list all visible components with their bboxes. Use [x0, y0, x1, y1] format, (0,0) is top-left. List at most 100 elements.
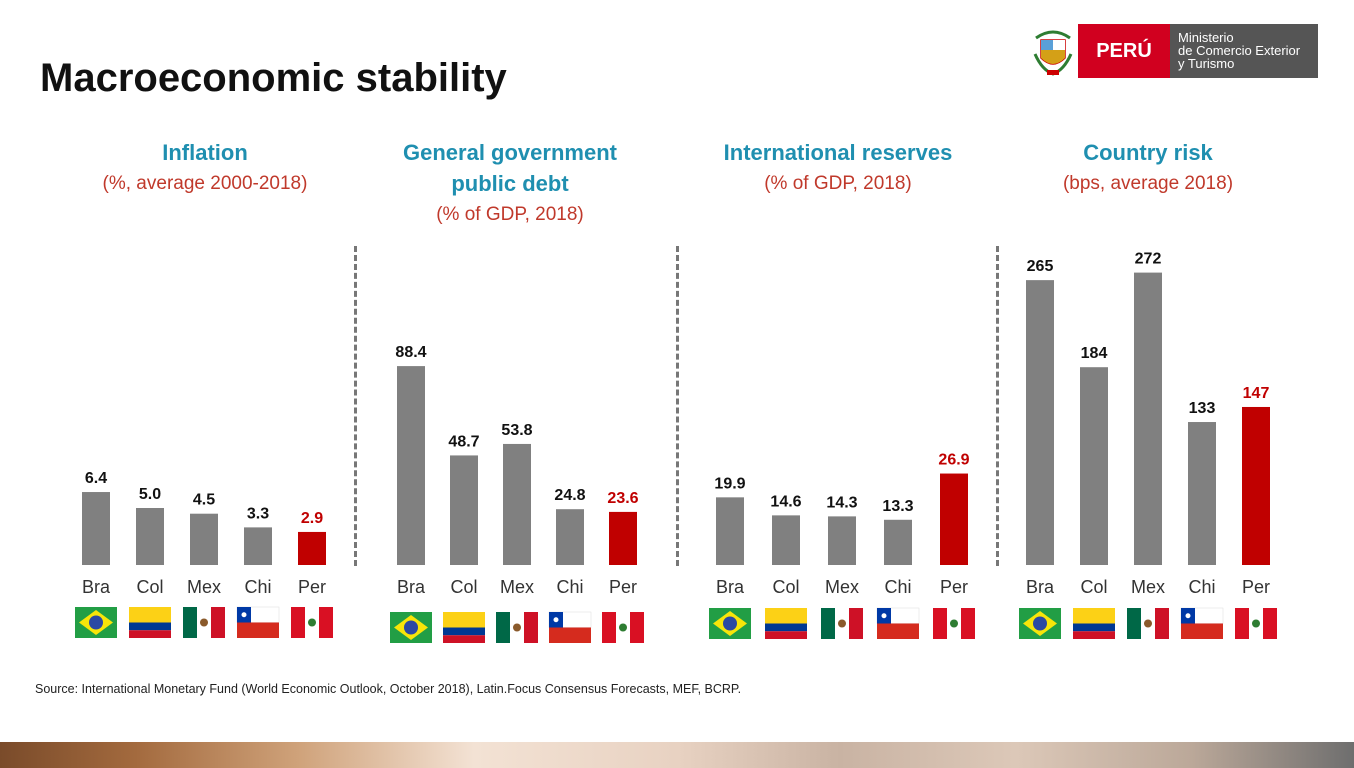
colombia-flag-icon — [443, 612, 485, 643]
category-label-2-col: Col — [772, 577, 799, 597]
category-label-0-bra: Bra — [82, 577, 111, 597]
ministry-line-3: y Turismo — [1178, 56, 1235, 71]
data-label-3-per: 147 — [1243, 385, 1270, 402]
source-note: Source: International Monetary Fund (Wor… — [35, 682, 742, 696]
bar-3-mex — [1134, 272, 1162, 565]
data-label-3-mex: 272 — [1135, 251, 1162, 268]
bar-3-bra — [1026, 280, 1054, 565]
bar-3-per — [1242, 406, 1270, 565]
data-label-3-chi: 133 — [1189, 400, 1216, 417]
mexico-flag-icon — [821, 608, 863, 639]
data-label-1-chi: 24.8 — [554, 487, 585, 504]
data-label-2-per: 26.9 — [938, 452, 969, 469]
data-label-3-col: 184 — [1081, 345, 1108, 362]
bar-0-mex — [190, 513, 218, 565]
data-label-1-per: 23.6 — [607, 490, 638, 507]
bar-2-per — [940, 473, 968, 565]
chile-flag-icon — [548, 611, 592, 643]
category-label-3-col: Col — [1080, 577, 1107, 597]
category-label-2-bra: Bra — [716, 577, 745, 597]
debt-title: General government public debt — [403, 140, 617, 196]
data-label-0-mex: 4.5 — [193, 492, 215, 509]
data-label-0-bra: 6.4 — [85, 470, 107, 487]
brazil-flag-icon — [390, 612, 432, 643]
bar-2-mex — [828, 516, 856, 565]
peru-flag-icon — [602, 612, 644, 643]
chile-flag-icon — [1180, 607, 1224, 639]
category-label-1-per: Per — [609, 577, 637, 597]
data-label-0-chi: 3.3 — [247, 505, 269, 522]
divider-3 — [996, 246, 999, 566]
brazil-flag-icon — [75, 607, 117, 638]
bar-1-bra — [397, 366, 425, 565]
ministry-name: Ministerio de Comercio Exterior y Turism… — [1170, 24, 1318, 78]
bar-0-chi — [244, 527, 272, 565]
bar-2-col — [772, 515, 800, 565]
debt-heading: General government public debt (% of GDP… — [380, 137, 640, 230]
brazil-flag-icon — [1019, 608, 1061, 639]
data-label-2-bra: 19.9 — [714, 475, 745, 492]
reserves-heading: International reserves (% of GDP, 2018) — [698, 137, 978, 199]
category-label-2-chi: Chi — [884, 577, 911, 597]
colombia-flag-icon — [1073, 608, 1115, 639]
data-label-0-per: 2.9 — [301, 510, 323, 527]
bar-3-chi — [1188, 422, 1216, 565]
category-label-0-col: Col — [136, 577, 163, 597]
category-label-2-mex: Mex — [825, 577, 859, 597]
category-label-1-bra: Bra — [397, 577, 426, 597]
data-label-2-col: 14.6 — [770, 493, 801, 510]
mexico-flag-icon — [496, 612, 538, 643]
category-label-0-chi: Chi — [244, 577, 271, 597]
mexico-flag-icon — [183, 607, 225, 638]
bar-1-mex — [503, 443, 531, 565]
peru-flag-icon — [1235, 608, 1277, 639]
inflation-subtitle: (%, average 2000-2018) — [102, 173, 308, 194]
slide-title: Macroeconomic stability — [40, 56, 507, 100]
footer-photo-strip — [0, 742, 1354, 768]
ministry-logo: PERÚ Ministerio de Comercio Exterior y T… — [1030, 22, 1320, 80]
data-label-2-chi: 13.3 — [882, 498, 913, 515]
bar-0-bra — [82, 492, 110, 565]
category-label-3-mex: Mex — [1131, 577, 1165, 597]
category-label-1-chi: Chi — [556, 577, 583, 597]
risk-title: Country risk — [1083, 140, 1213, 165]
reserves-subtitle: (% of GDP, 2018) — [764, 173, 912, 194]
bar-3-col — [1080, 367, 1108, 565]
risk-subtitle: (bps, average 2018) — [1062, 173, 1234, 194]
bar-0-per — [298, 531, 326, 565]
colombia-flag-icon — [129, 607, 171, 638]
divider-1 — [354, 246, 357, 566]
category-label-1-col: Col — [450, 577, 477, 597]
inflation-heading: Inflation (%, average 2000-2018) — [70, 137, 340, 199]
ministry-line-2: de Comercio Exterior — [1178, 43, 1301, 58]
data-label-1-col: 48.7 — [448, 433, 479, 450]
category-label-0-per: Per — [298, 577, 326, 597]
mexico-flag-icon — [1127, 608, 1169, 639]
data-label-1-mex: 53.8 — [501, 422, 532, 439]
bar-2-bra — [716, 497, 744, 565]
colombia-flag-icon — [765, 608, 807, 639]
debt-subtitle: (% of GDP, 2018) — [436, 204, 584, 225]
bar-1-chi — [556, 509, 584, 565]
data-label-1-bra: 88.4 — [395, 344, 426, 361]
bar-1-col — [450, 455, 478, 565]
chile-flag-icon — [236, 606, 280, 638]
risk-heading: Country risk (bps, average 2018) — [1038, 137, 1258, 199]
reserves-title: International reserves — [723, 140, 953, 165]
bar-1-per — [609, 511, 637, 565]
data-label-0-col: 5.0 — [139, 486, 161, 503]
peru-flag-icon — [933, 608, 975, 639]
category-label-3-chi: Chi — [1188, 577, 1215, 597]
category-label-1-mex: Mex — [500, 577, 534, 597]
category-label-3-per: Per — [1242, 577, 1270, 597]
bar-0-col — [136, 508, 164, 565]
inflation-title: Inflation — [162, 140, 248, 165]
category-label-2-per: Per — [940, 577, 968, 597]
data-label-2-mex: 14.3 — [826, 494, 857, 511]
chile-flag-icon — [876, 607, 920, 639]
peru-coat-of-arms-icon — [1033, 30, 1073, 76]
peru-label: PERÚ — [1078, 24, 1170, 78]
brazil-flag-icon — [709, 608, 751, 639]
category-label-3-bra: Bra — [1026, 577, 1055, 597]
